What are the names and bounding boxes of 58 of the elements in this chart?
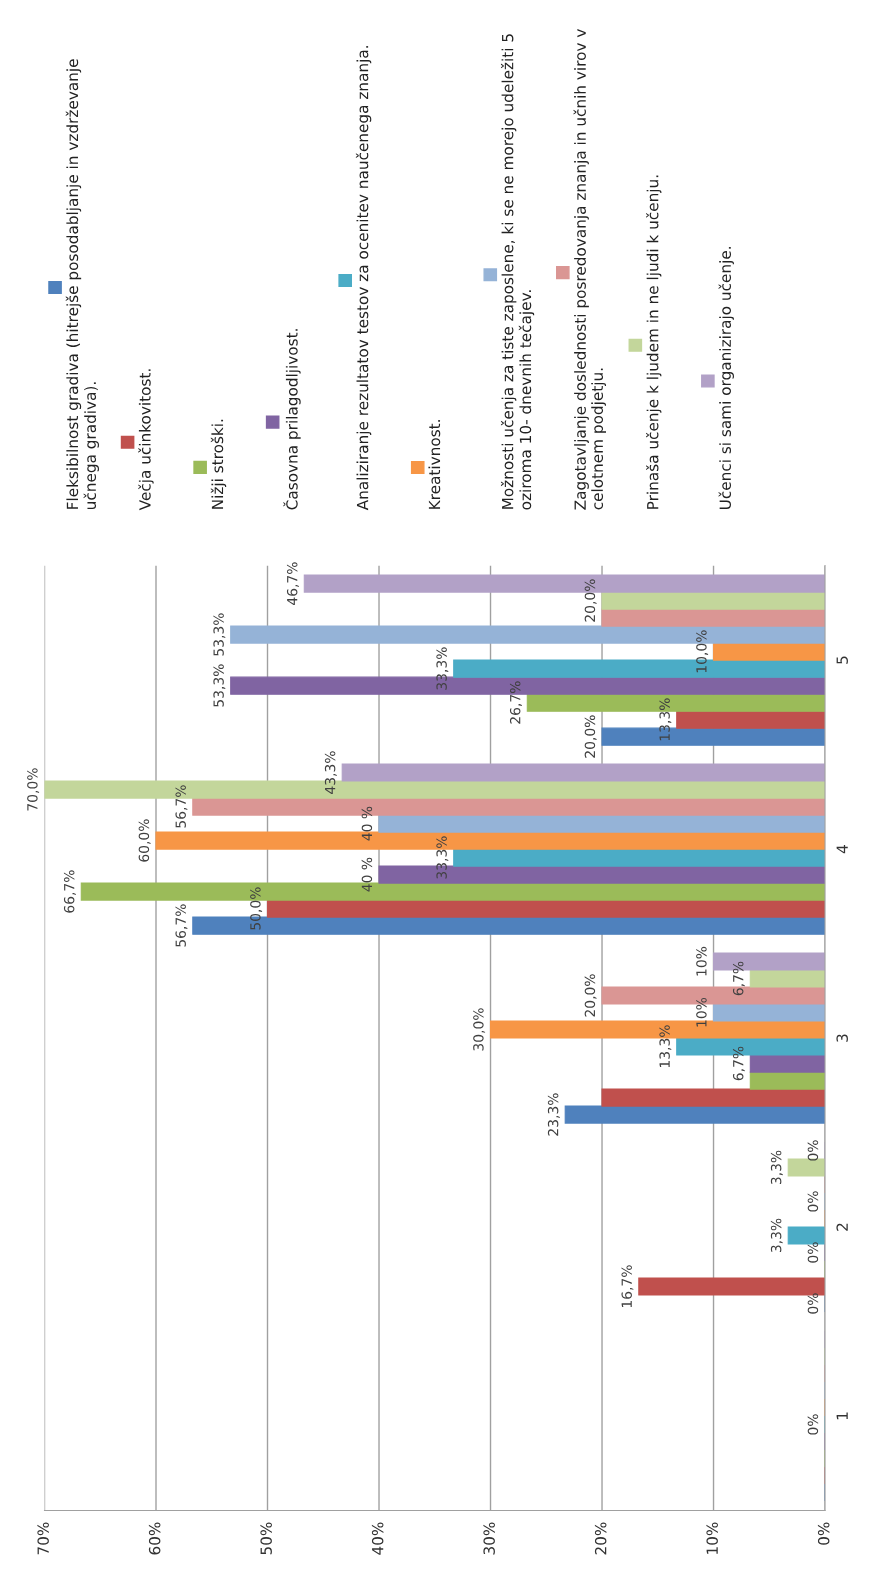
x-tick-label: 30% <box>483 1522 495 1555</box>
data-label: 33,3% <box>436 836 449 879</box>
data-label: 20,0% <box>584 715 597 758</box>
data-label: 40 % <box>361 857 373 892</box>
data-label: 60,0% <box>138 819 151 862</box>
legend-label: Nižji stroški. <box>210 419 227 509</box>
y-tick-label: 4 <box>836 845 848 854</box>
x-tick-label: 20% <box>594 1522 607 1555</box>
data-label: 40 % <box>361 806 373 841</box>
data-label: 6,7% <box>732 1046 745 1081</box>
data-label: 53,3% <box>213 613 226 656</box>
x-tick-label: 10% <box>706 1522 718 1554</box>
data-label: 33,3% <box>436 647 449 690</box>
data-label: 56,7% <box>175 904 188 947</box>
legend-label: Zagotavljanje doslednosti posredovanja znanja in učnih virov v celotnem podjetju. <box>573 29 607 510</box>
x-tick-label: 60% <box>148 1522 161 1555</box>
legend-label: Analiziranje rezultatov testov za ocenitev naučenega znanja. <box>355 46 372 511</box>
data-label: 70,0% <box>27 768 40 811</box>
data-label: 0% <box>807 1191 819 1212</box>
y-tick-label: 2 <box>836 1223 848 1231</box>
legend-label: Možnosti učenja za tiste zaposlene, ki se ne morejo udeležiti 5 oziroma 10- dnevnih tečajev. <box>500 34 535 510</box>
legend-label: Prinaša učenje k ljudem in ne ljudi k učenju. <box>646 175 662 509</box>
data-label: 13,3% <box>659 698 672 741</box>
data-label: 10% <box>696 946 707 976</box>
data-label: 23,3% <box>547 1093 560 1136</box>
legend-label: Večja učinkovitost. <box>138 369 154 511</box>
legend-label: Fleksibilnost gradiva (hitrejše posodabljanje in vzdrževanje učnega gradiva). <box>65 59 99 510</box>
data-label: 0% <box>807 1414 819 1435</box>
data-label: 56,7% <box>175 785 188 828</box>
data-label: 16,7% <box>621 1265 634 1308</box>
data-label: 50,0% <box>250 887 263 930</box>
y-tick-label: 3 <box>836 1034 848 1042</box>
data-label: 10% <box>696 997 707 1027</box>
data-label: 0% <box>807 1140 819 1161</box>
x-tick-label: 40% <box>371 1522 384 1555</box>
data-label: 46,7% <box>286 562 299 605</box>
y-tick-label: 1 <box>836 1412 848 1420</box>
data-label: 20,0% <box>584 974 597 1017</box>
legend-label: Učenci si sami organizirajo učenje. <box>718 247 734 509</box>
data-label: 26,7% <box>509 681 522 724</box>
data-label: 6,7% <box>732 961 745 996</box>
data-label: 13,3% <box>659 1025 672 1068</box>
data-label: 43,3% <box>324 751 337 794</box>
x-tick-label: 50% <box>260 1522 272 1555</box>
legend-label: Časovna prilagodljivost. <box>283 329 301 510</box>
data-label: 53,3% <box>213 664 226 707</box>
data-label: 20,0% <box>584 579 597 622</box>
y-tick-label: 5 <box>836 656 848 664</box>
data-label: 66,7% <box>63 870 76 913</box>
data-label: 3,3% <box>770 1218 783 1253</box>
x-tick-label: 70% <box>37 1522 49 1555</box>
data-label: 3,3% <box>770 1150 783 1185</box>
data-label: 0% <box>807 1293 819 1314</box>
data-label: 10,0% <box>696 630 709 673</box>
data-label: 0% <box>807 1242 819 1263</box>
legend-label: Kreativnost. <box>428 420 441 509</box>
x-tick-label: 0% <box>817 1522 830 1545</box>
data-label: 30,0% <box>473 1008 486 1051</box>
